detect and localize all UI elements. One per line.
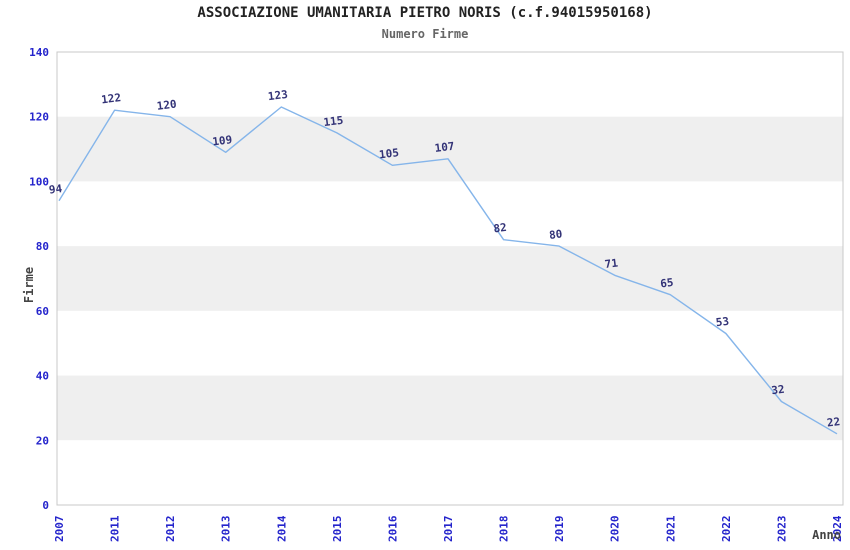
x-tick-label: 2019 bbox=[553, 516, 566, 543]
x-tick-label: 2011 bbox=[109, 515, 122, 542]
plot-band bbox=[57, 440, 843, 505]
plot-band bbox=[57, 375, 843, 441]
data-point-label: 120 bbox=[156, 98, 177, 113]
data-point-label: 123 bbox=[267, 88, 288, 103]
plot-band bbox=[57, 181, 843, 247]
data-point-label: 105 bbox=[378, 146, 399, 161]
data-point-label: 82 bbox=[493, 221, 508, 236]
data-point-label: 65 bbox=[659, 276, 674, 291]
x-tick-label: 2012 bbox=[164, 516, 177, 543]
data-point-label: 53 bbox=[715, 315, 730, 330]
y-axis-title: Firme bbox=[22, 267, 36, 303]
x-tick-label: 2022 bbox=[720, 516, 733, 543]
plot-band bbox=[57, 52, 843, 117]
chart-subtitle: Numero Firme bbox=[381, 27, 469, 41]
x-tick-label: 2016 bbox=[386, 515, 399, 542]
data-point-label: 94 bbox=[48, 182, 63, 197]
data-point-label: 115 bbox=[323, 114, 344, 129]
x-tick-label: 2014 bbox=[275, 515, 288, 542]
x-tick-label: 2018 bbox=[498, 516, 511, 543]
x-tick-label: 2024 bbox=[831, 515, 844, 542]
chart-title: ASSOCIAZIONE UMANITARIA PIETRO NORIS (c.… bbox=[197, 5, 653, 21]
plot-border bbox=[56, 51, 844, 506]
plot-band bbox=[57, 310, 843, 376]
x-tick-label: 2015 bbox=[331, 516, 344, 543]
data-point-label: 109 bbox=[212, 133, 233, 148]
data-point-label: 71 bbox=[604, 256, 619, 271]
data-point-label: 32 bbox=[771, 383, 786, 398]
y-tick-label: 60 bbox=[36, 305, 49, 318]
data-point-label: 122 bbox=[100, 91, 121, 106]
y-tick-label: 140 bbox=[29, 46, 49, 59]
x-tick-label: 2023 bbox=[775, 516, 788, 543]
data-point-label: 22 bbox=[826, 415, 841, 430]
data-point-label: 80 bbox=[548, 227, 563, 242]
y-tick-label: 80 bbox=[36, 240, 49, 253]
y-tick-label: 0 bbox=[42, 499, 49, 512]
y-tick-label: 120 bbox=[29, 111, 49, 124]
x-tick-label: 2007 bbox=[53, 516, 66, 543]
x-tick-label: 2021 bbox=[664, 515, 677, 542]
plot-band bbox=[57, 246, 843, 311]
x-tick-label: 2017 bbox=[442, 516, 455, 543]
y-tick-label: 100 bbox=[29, 175, 49, 188]
y-tick-label: 40 bbox=[36, 370, 49, 383]
y-tick-label: 20 bbox=[36, 434, 49, 447]
x-axis-title: Anno bbox=[812, 528, 841, 542]
x-tick-label: 2013 bbox=[220, 516, 233, 543]
data-point-label: 107 bbox=[434, 140, 455, 155]
data-line bbox=[58, 106, 838, 435]
x-tick-label: 2020 bbox=[609, 516, 622, 543]
